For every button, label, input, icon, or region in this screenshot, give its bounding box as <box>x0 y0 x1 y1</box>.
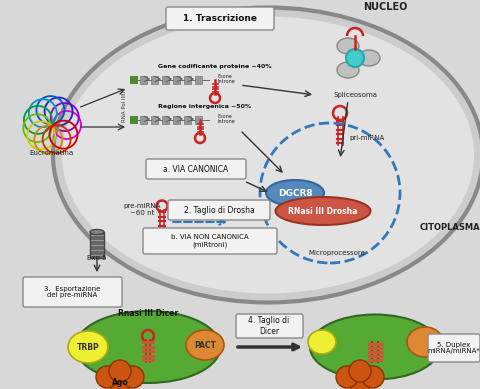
Ellipse shape <box>68 331 108 363</box>
FancyBboxPatch shape <box>23 277 122 307</box>
Text: CITOPLASMA: CITOPLASMA <box>420 223 480 232</box>
Ellipse shape <box>62 16 474 293</box>
Ellipse shape <box>358 50 380 66</box>
Circle shape <box>349 372 371 389</box>
Ellipse shape <box>337 38 359 54</box>
Circle shape <box>122 366 144 388</box>
FancyBboxPatch shape <box>428 334 480 362</box>
Text: 4. Taglio di
Dicer: 4. Taglio di Dicer <box>248 316 289 336</box>
FancyBboxPatch shape <box>195 116 202 124</box>
FancyBboxPatch shape <box>168 200 270 220</box>
FancyBboxPatch shape <box>143 228 277 254</box>
FancyBboxPatch shape <box>173 76 180 84</box>
FancyBboxPatch shape <box>130 116 138 124</box>
Ellipse shape <box>310 314 440 380</box>
Text: DGCR8: DGCR8 <box>278 189 312 198</box>
Text: a. VIA CANONICA: a. VIA CANONICA <box>163 165 228 173</box>
Circle shape <box>362 366 384 388</box>
Text: Eucromatina: Eucromatina <box>30 150 74 156</box>
Text: pre-miRNA
~60 nt: pre-miRNA ~60 nt <box>123 203 161 216</box>
Circle shape <box>336 366 358 388</box>
Text: RNasi III Drosha: RNasi III Drosha <box>288 207 358 216</box>
FancyBboxPatch shape <box>173 116 180 124</box>
Text: Ago: Ago <box>112 378 128 387</box>
Ellipse shape <box>53 7 480 303</box>
Ellipse shape <box>276 197 371 225</box>
Ellipse shape <box>186 330 224 360</box>
FancyBboxPatch shape <box>140 116 147 124</box>
Circle shape <box>109 360 131 382</box>
FancyBboxPatch shape <box>140 76 147 84</box>
Ellipse shape <box>90 230 104 235</box>
Ellipse shape <box>337 62 359 78</box>
Text: TRBP: TRBP <box>77 342 99 352</box>
FancyBboxPatch shape <box>130 76 138 84</box>
FancyBboxPatch shape <box>195 76 202 84</box>
Text: RNA Pol IIIII: RNA Pol IIIII <box>121 90 127 122</box>
Circle shape <box>96 366 118 388</box>
Ellipse shape <box>266 180 324 206</box>
Text: 3.  Esportazione
del pre-miRNA: 3. Esportazione del pre-miRNA <box>44 286 100 298</box>
FancyBboxPatch shape <box>146 159 246 179</box>
Text: Regione intergenica ~50%: Regione intergenica ~50% <box>158 104 251 109</box>
Circle shape <box>346 49 364 67</box>
FancyBboxPatch shape <box>184 76 191 84</box>
Text: Esone
Introne: Esone Introne <box>217 74 235 84</box>
FancyBboxPatch shape <box>90 232 104 258</box>
Text: Gene codificante proteine ~40%: Gene codificante proteine ~40% <box>158 64 272 69</box>
FancyBboxPatch shape <box>166 7 274 30</box>
Text: b. VIA NON CANONICA
(miRtroni): b. VIA NON CANONICA (miRtroni) <box>171 234 249 248</box>
FancyBboxPatch shape <box>162 116 169 124</box>
Circle shape <box>349 360 371 382</box>
Text: NUCLEO: NUCLEO <box>363 2 407 12</box>
FancyBboxPatch shape <box>162 76 169 84</box>
Ellipse shape <box>75 311 220 383</box>
Text: 2. Taglio di Drosha: 2. Taglio di Drosha <box>184 205 254 214</box>
Text: Exp 5: Exp 5 <box>87 255 107 261</box>
FancyBboxPatch shape <box>151 76 158 84</box>
Circle shape <box>109 372 131 389</box>
Ellipse shape <box>308 330 336 354</box>
Text: PACT: PACT <box>194 340 216 349</box>
Text: Esone
Introne: Esone Introne <box>217 114 235 124</box>
FancyBboxPatch shape <box>184 116 191 124</box>
Text: Spliceosoma: Spliceosoma <box>333 92 377 98</box>
Text: pri-miRNA: pri-miRNA <box>349 135 384 141</box>
Text: Microprocessore: Microprocessore <box>309 250 365 256</box>
Ellipse shape <box>407 327 443 357</box>
Text: 1. Trascrizione: 1. Trascrizione <box>183 14 257 23</box>
Text: 5. Duplex
miRNA/miRNA*: 5. Duplex miRNA/miRNA* <box>428 342 480 354</box>
FancyBboxPatch shape <box>236 314 303 338</box>
Text: Rnasi III Dicer: Rnasi III Dicer <box>118 309 178 318</box>
FancyBboxPatch shape <box>151 116 158 124</box>
